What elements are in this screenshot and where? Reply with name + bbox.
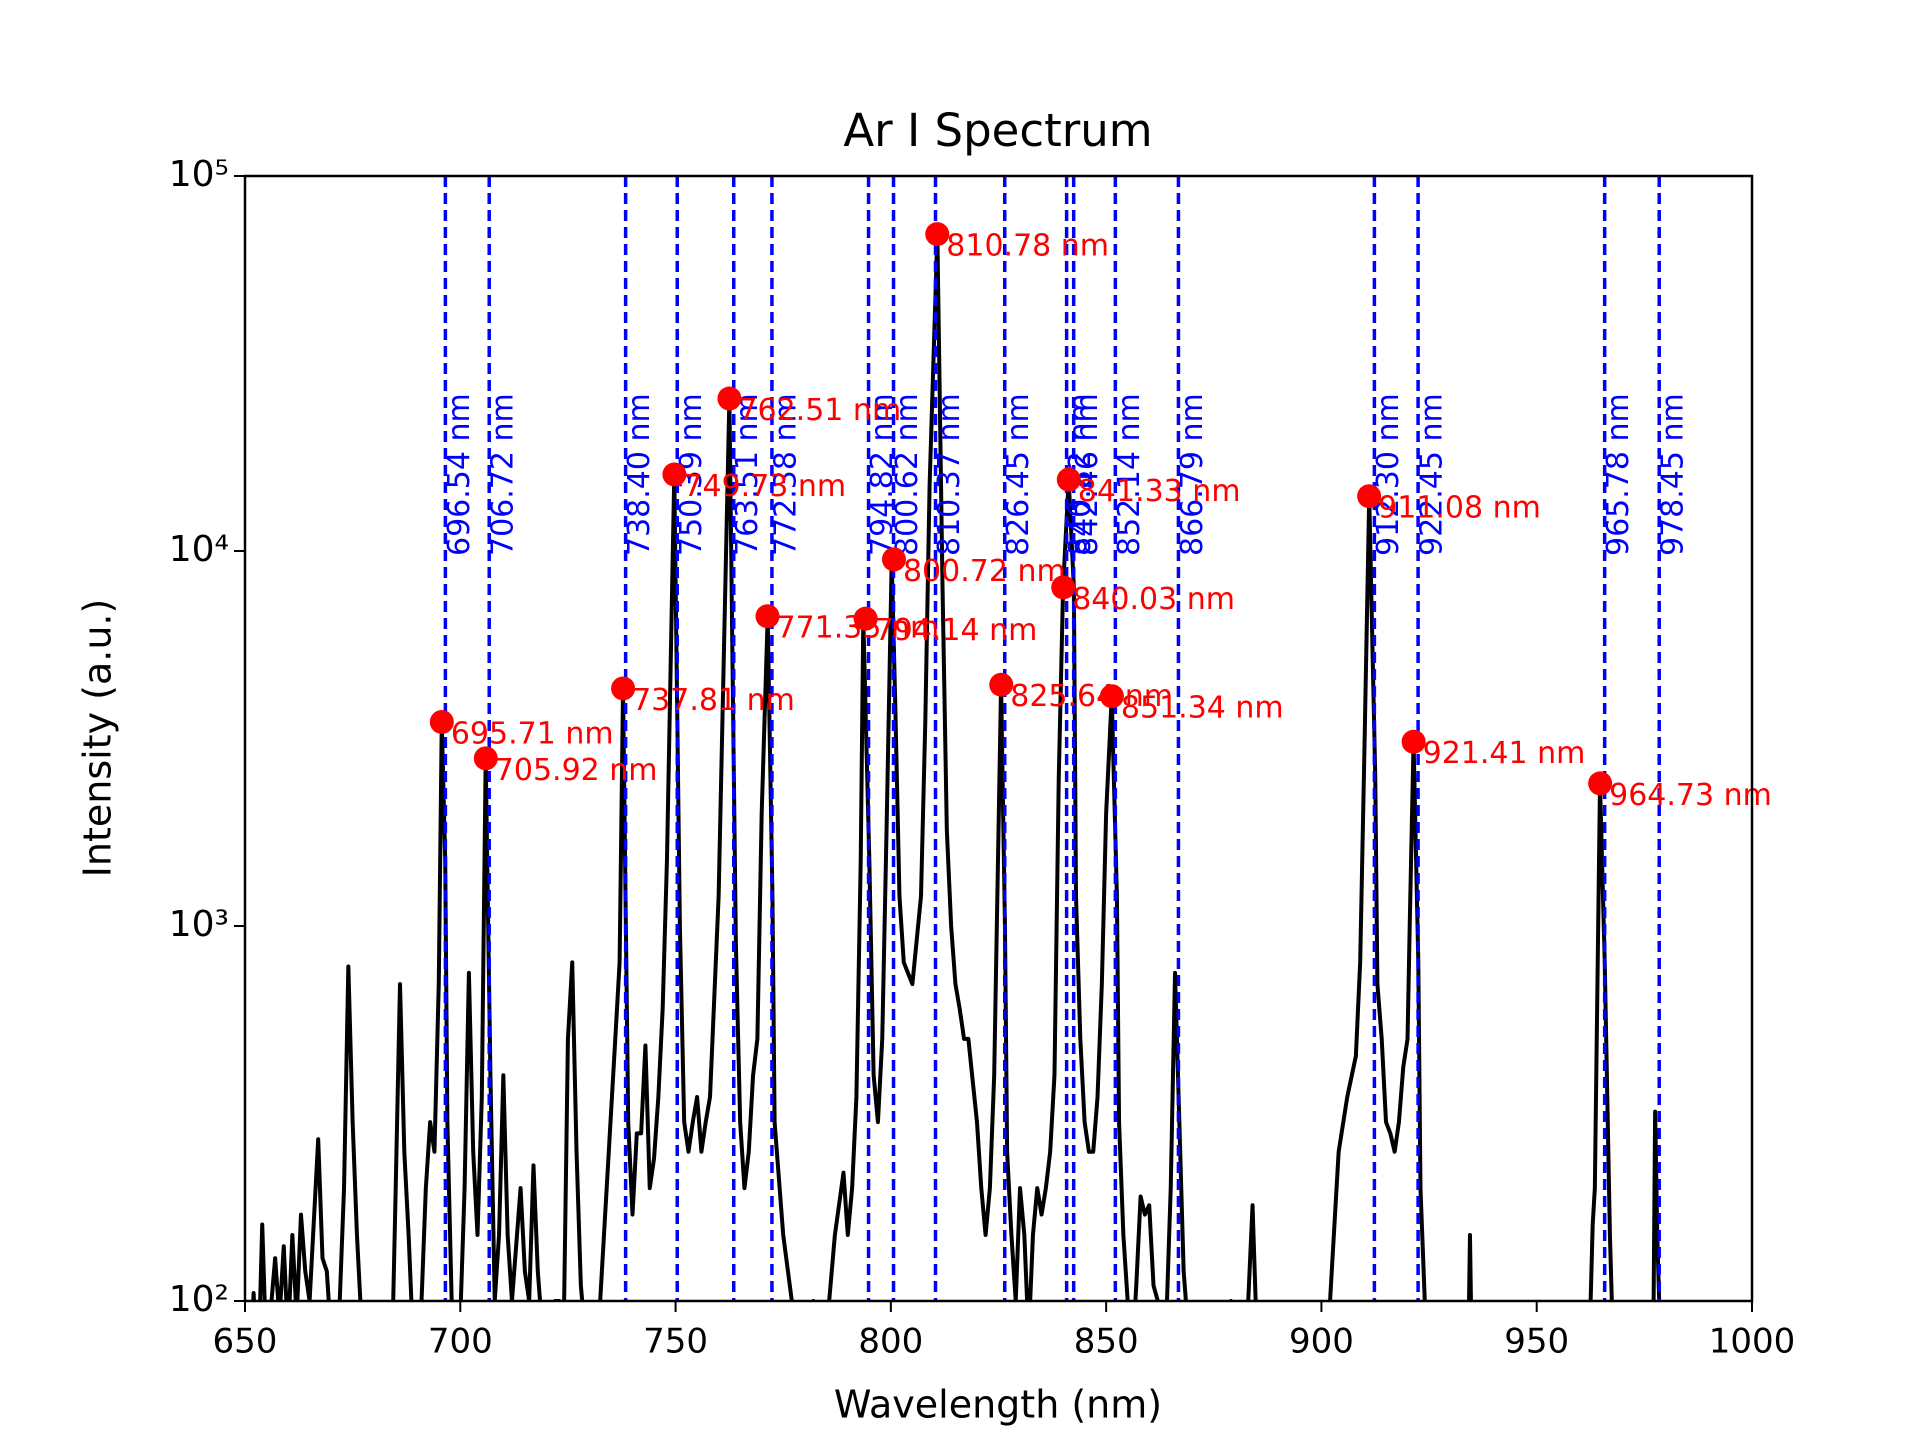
peak-label: 911.08 nm — [1378, 491, 1541, 526]
y-axis-label: Intensity (a.u.) — [76, 599, 120, 878]
x-tick-label: 800 — [858, 1322, 923, 1362]
reference-label: 912.30 nm — [1371, 393, 1406, 556]
reference-label: 800.62 nm — [890, 393, 925, 556]
y-tick-label: 10² — [169, 1279, 229, 1320]
reference-label: 706.72 nm — [486, 393, 521, 556]
plot-frame — [243, 174, 1754, 1303]
peak-marker — [662, 462, 687, 487]
peak-marker — [1357, 484, 1382, 509]
peak-marker — [989, 672, 1014, 697]
peak-marker — [611, 676, 636, 701]
peak-label: 840.03 nm — [1072, 582, 1235, 617]
peak-label: 825.64 nm — [1010, 679, 1173, 714]
peak-marker — [925, 222, 950, 247]
x-tick-label: 900 — [1289, 1322, 1354, 1362]
y-tick-label: 10⁵ — [169, 154, 229, 195]
reference-label: 852.14 nm — [1112, 393, 1147, 556]
x-tick-label: 950 — [1504, 1322, 1569, 1362]
peak-label: 695.71 nm — [451, 716, 614, 751]
peak-marker — [881, 547, 906, 572]
peak-label: 762.51 nm — [738, 393, 901, 428]
y-tick-label: 10⁴ — [169, 529, 229, 570]
x-tick-label: 700 — [428, 1322, 493, 1362]
chart-title: Ar I Spectrum — [843, 104, 1152, 157]
reference-label: 696.54 nm — [442, 393, 477, 556]
reference-label: 763.51 nm — [730, 393, 765, 556]
reference-label: 866.79 nm — [1175, 393, 1210, 556]
reference-label: 922.45 nm — [1415, 393, 1450, 556]
peak-label: 921.41 nm — [1423, 736, 1586, 771]
reference-label: 772.38 nm — [768, 393, 803, 556]
y-tick-label: 10³ — [169, 904, 229, 945]
peak-marker — [717, 386, 742, 411]
reference-label: 978.45 nm — [1656, 393, 1691, 556]
x-tick-label: 1000 — [1709, 1322, 1796, 1362]
peak-label: 794.14 nm — [875, 613, 1038, 648]
reference-label: 810.37 nm — [932, 393, 967, 556]
peak-label: 810.78 nm — [946, 229, 1109, 264]
peak-label: 737.81 nm — [632, 683, 795, 718]
peak-marker — [1588, 771, 1613, 796]
peak-label: 800.72 nm — [903, 554, 1066, 589]
peak-label: 841.33 nm — [1078, 474, 1241, 509]
overlay: 650 700 750 800 850 900 950 1000 10² 10³ 10⁴ 10⁵ 696… — [169, 154, 1796, 1362]
peak-label: 705.92 nm — [495, 753, 658, 788]
peak-marker — [1051, 575, 1076, 600]
reference-label: 965.78 nm — [1601, 393, 1636, 556]
peak-marker — [853, 606, 878, 631]
x-tick-label: 750 — [643, 1322, 708, 1362]
peak-label: 749.73 nm — [683, 469, 846, 504]
peak-marker — [473, 746, 498, 771]
peak-marker — [1401, 729, 1426, 754]
x-axis-label: Wavelength (nm) — [834, 1383, 1162, 1427]
peak-label: 964.73 nm — [1609, 778, 1772, 813]
peak-marker — [429, 709, 454, 734]
peak-label: 851.34 nm — [1121, 691, 1284, 726]
peak-marker — [1099, 684, 1124, 709]
reference-label: 826.45 nm — [1001, 393, 1036, 556]
x-tick-label: 850 — [1074, 1322, 1139, 1362]
peak-marker — [1056, 467, 1081, 492]
peak-marker — [755, 604, 780, 629]
x-tick-label: 650 — [213, 1322, 278, 1362]
reference-label: 738.40 nm — [622, 393, 657, 556]
